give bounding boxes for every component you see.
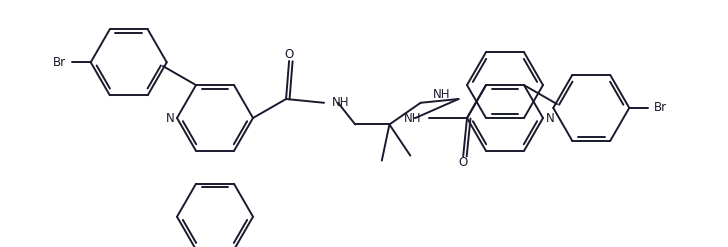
Text: N: N xyxy=(545,111,555,124)
Text: N: N xyxy=(166,111,175,124)
Text: NH: NH xyxy=(332,96,349,109)
Text: O: O xyxy=(285,48,293,62)
Text: NH: NH xyxy=(403,112,421,125)
Text: O: O xyxy=(459,156,468,169)
Text: NH: NH xyxy=(433,87,451,101)
Text: Br: Br xyxy=(654,101,667,114)
Text: Br: Br xyxy=(53,56,66,69)
